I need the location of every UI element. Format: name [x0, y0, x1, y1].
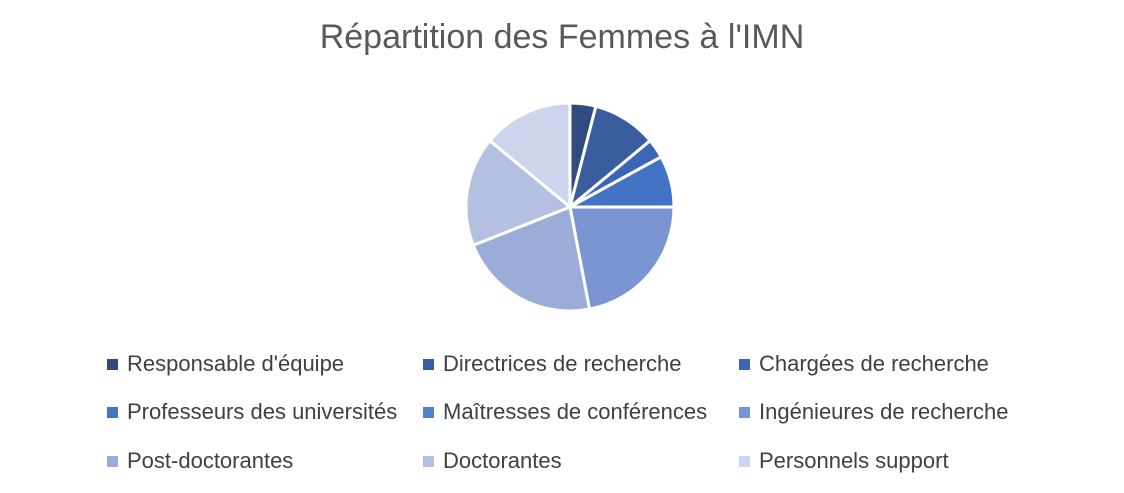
legend-label: Professeurs des universités — [127, 399, 398, 424]
legend-swatch — [107, 455, 118, 467]
legend-swatch — [107, 358, 118, 370]
legend-item-post-doctorantes: Post-doctorantes — [107, 444, 293, 478]
legend-label: Directrices de recherche — [443, 351, 682, 376]
legend-item-professeurs-des-universites: Professeurs des universités — [107, 395, 397, 429]
legend-item-doctorantes: Doctorantes — [423, 444, 562, 478]
legend-item-directrices-de-recherche: Directrices de recherche — [423, 347, 681, 381]
legend-label: Ingénieures de recherche — [759, 399, 1009, 424]
legend-label: Responsable d'équipe — [127, 351, 345, 376]
legend-item-maitresses-de-conferences: Maîtresses de conférences — [423, 395, 707, 429]
chart-title: Répartition des Femmes à l'IMN — [319, 18, 805, 56]
legend-label: Chargées de recherche — [759, 351, 989, 376]
pie-slice-doctorantes — [464, 139, 572, 247]
legend-label: Maîtresses de conférences — [443, 399, 708, 424]
legend-swatch — [739, 358, 750, 370]
legend-swatch — [423, 455, 434, 467]
legend-item-personnels-support: Personnels support — [739, 444, 949, 478]
pie-slice-ingenieures-de-recherche — [568, 205, 676, 311]
legend-item-ingenieures-de-recherche: Ingénieures de recherche — [739, 395, 1009, 429]
legend-item-chargees-de-recherche: Chargées de recherche — [739, 347, 989, 381]
legend-swatch — [107, 406, 118, 418]
legend-swatch — [423, 358, 434, 370]
legend-swatch — [739, 406, 750, 418]
legend-label: Post-doctorantes — [127, 448, 294, 473]
legend-swatch — [423, 406, 434, 418]
legend-item-responsable-d-equipe: Responsable d'équipe — [107, 347, 344, 381]
pie-slice-post-doctorantes — [471, 205, 591, 313]
pie-slice-personnels-support — [488, 101, 572, 209]
legend-label: Doctorantes — [443, 448, 562, 473]
legend-swatch — [739, 455, 750, 467]
legend-label: Personnels support — [759, 448, 949, 473]
